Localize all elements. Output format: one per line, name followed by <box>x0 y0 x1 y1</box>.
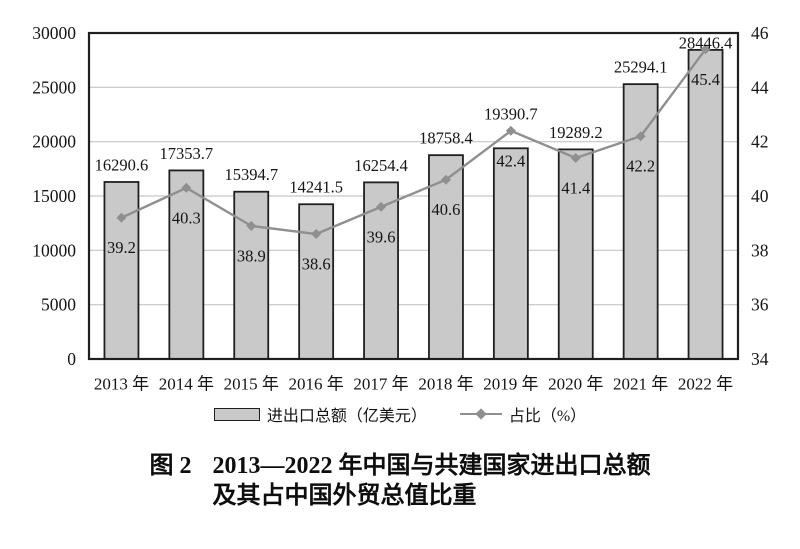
x-axis-label: 2015 年 <box>224 375 279 394</box>
ratio-value-label: 39.6 <box>367 227 396 246</box>
x-axis-label: 2017 年 <box>353 375 408 394</box>
ratio-value-label: 38.6 <box>302 255 331 274</box>
diamond-marker-icon <box>475 407 487 420</box>
bar-value-label: 19289.2 <box>549 123 603 142</box>
left-axis-tick: 5000 <box>41 295 76 315</box>
bar-legend-label: 进出口总额（亿美元） <box>266 408 427 425</box>
bar-value-label: 16290.6 <box>95 155 149 174</box>
line-marker-2022 <box>700 44 711 55</box>
right-axis-tick: 42 <box>751 132 769 152</box>
left-axis-tick: 15000 <box>32 186 76 206</box>
line-legend-label: 占比（%） <box>508 408 587 425</box>
line-marker-2019 <box>505 125 516 136</box>
ratio-value-label: 42.4 <box>496 151 525 170</box>
line-marker-2013 <box>116 212 127 223</box>
figure-number: 图 2 <box>149 453 192 479</box>
ratio-value-label: 42.2 <box>626 157 655 176</box>
right-axis-tick: 44 <box>751 77 769 97</box>
bar-value-label: 15394.7 <box>224 165 278 184</box>
right-axis-tick: 46 <box>751 23 769 43</box>
bar-value-label: 18758.4 <box>419 129 473 148</box>
x-axis-label: 2019 年 <box>483 375 538 394</box>
left-axis-tick: 25000 <box>32 77 76 97</box>
x-axis-label: 2022 年 <box>678 375 733 394</box>
line-marker-2018 <box>440 174 451 185</box>
x-axis-label: 2013 年 <box>94 375 149 394</box>
line-marker-2021 <box>635 131 646 142</box>
line-marker-2016 <box>311 229 322 240</box>
bar-value-label: 14241.5 <box>289 178 343 197</box>
chart-canvas: 0 5000 10000 15000 20000 25000 30000 34 36 38 40 42… <box>32 23 769 394</box>
bar-2014 <box>168 169 205 360</box>
bar-2019 <box>492 147 529 360</box>
left-axis-tick: 20000 <box>32 132 76 152</box>
x-axis-label: 2020 年 <box>548 375 603 394</box>
caption-line-2: 及其占中国外贸总值比重 <box>212 483 477 509</box>
bar-2022 <box>687 48 724 360</box>
bar-2013 <box>103 181 140 360</box>
left-axis-tick: 0 <box>67 349 76 369</box>
x-axis-label: 2014 年 <box>159 375 214 394</box>
bar-value-label: 16254.4 <box>354 156 408 175</box>
legend-item-line: 占比（%） <box>459 402 587 426</box>
bar-2015 <box>233 190 270 360</box>
bar-value-label: 28446.4 <box>679 34 733 53</box>
bar-value-label: 25294.1 <box>614 58 668 77</box>
ratio-value-label: 38.9 <box>237 246 266 265</box>
bar-legend-swatch-icon <box>213 407 260 421</box>
x-axis-label: 2018 年 <box>418 375 473 394</box>
legend-item-bar: 进出口总额（亿美元） <box>213 402 427 426</box>
x-axis-label: 2021 年 <box>613 375 668 394</box>
figure-caption: 图 2 2013—2022 年中国与共建国家进出口总额 及其占中国外贸总值比重 <box>0 451 800 511</box>
right-axis-tick: 36 <box>751 295 769 315</box>
caption-line-1: 2013—2022 年中国与共建国家进出口总额 <box>212 453 651 479</box>
line-legend-sample-icon <box>459 407 502 420</box>
right-axis-tick: 34 <box>751 349 769 369</box>
line-marker-2017 <box>376 201 387 212</box>
right-axis-tick: 40 <box>751 186 769 206</box>
ratio-value-label: 40.3 <box>172 208 201 227</box>
bar-2021 <box>622 83 659 360</box>
line-marker-2020 <box>570 152 581 163</box>
ratio-value-label: 41.4 <box>561 178 590 197</box>
bar-value-label: 19390.7 <box>484 104 538 123</box>
left-axis-tick: 10000 <box>32 240 76 260</box>
left-axis-tick: 30000 <box>32 23 76 43</box>
ratio-value-label: 40.6 <box>432 200 461 219</box>
chart-legend: 进出口总额（亿美元） 占比（%） <box>0 402 800 426</box>
plot-frame <box>87 31 740 361</box>
x-axis-label: 2016 年 <box>289 375 344 394</box>
ratio-value-label: 45.4 <box>691 70 720 89</box>
ratio-line <box>120 48 707 236</box>
ratio-value-label: 39.2 <box>107 238 136 257</box>
line-marker-2014 <box>181 182 192 193</box>
bar-value-label: 17353.7 <box>160 144 214 163</box>
line-marker-2015 <box>246 220 257 231</box>
bar-2016 <box>298 203 335 360</box>
bar-2020 <box>557 148 594 360</box>
right-axis-tick: 38 <box>751 240 769 260</box>
